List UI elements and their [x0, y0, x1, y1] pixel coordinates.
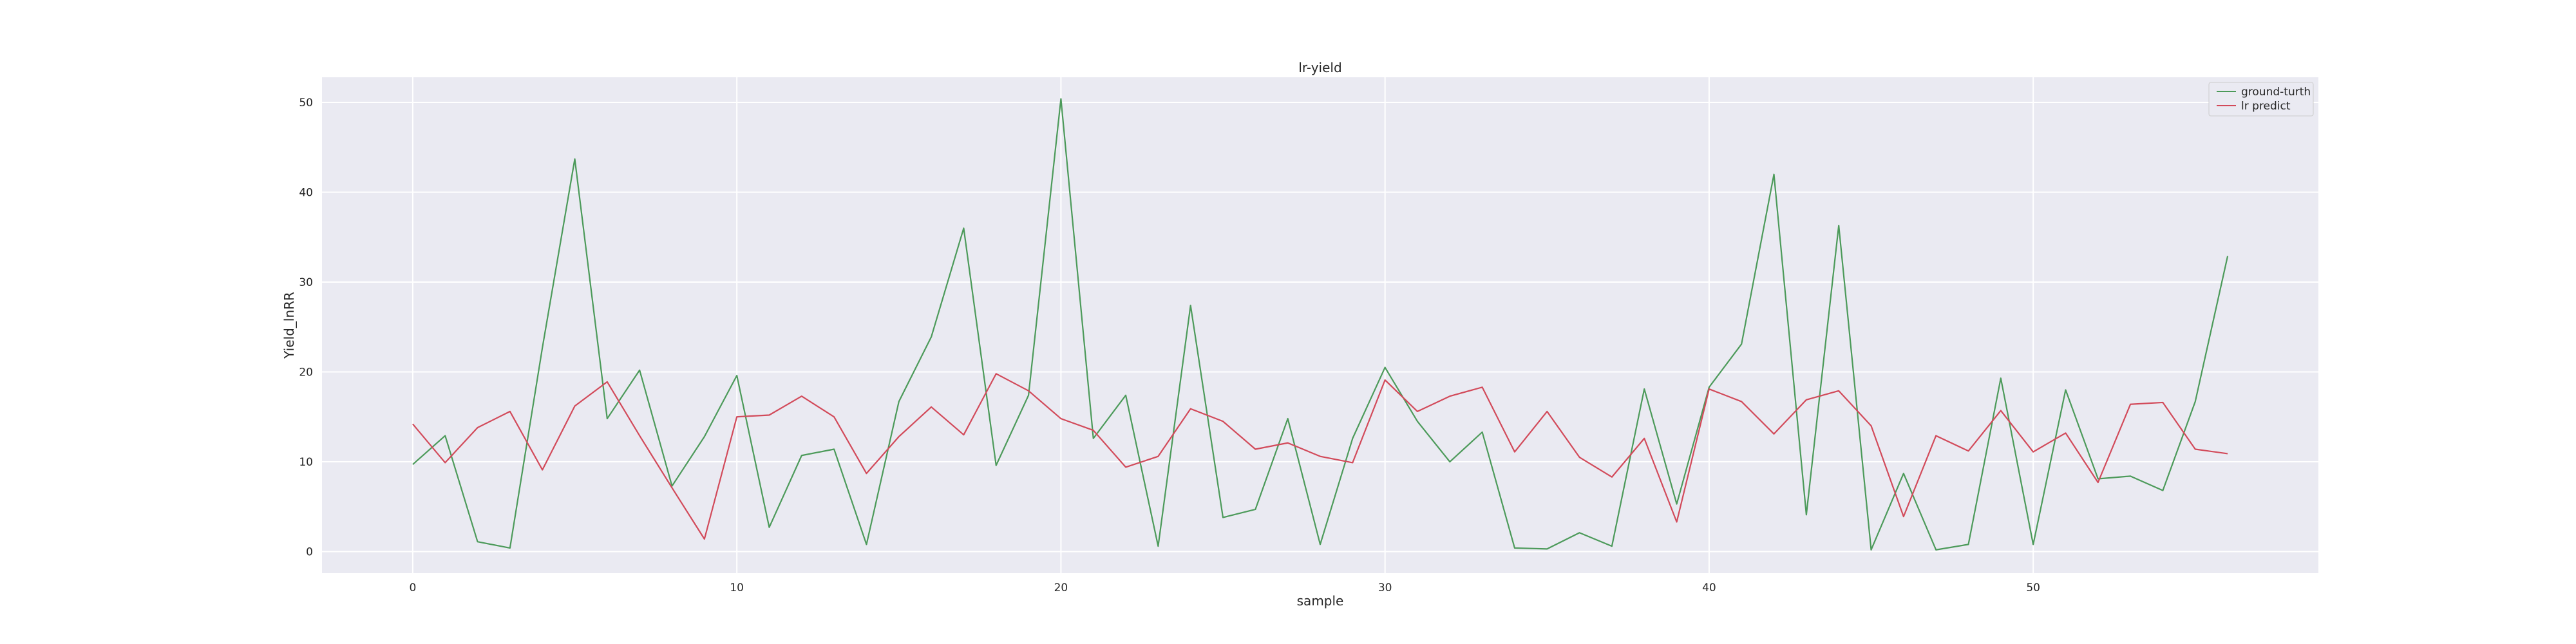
series-lines — [412, 98, 2229, 551]
y-axis-label: Yield_lnRR — [281, 292, 297, 359]
x-tick-labels: 0 10 20 30 40 50 — [409, 582, 2040, 594]
legend-label-ground-turth: ground-turth — [2241, 86, 2311, 99]
legend-label-lr-predict: lr predict — [2241, 100, 2291, 113]
plot-area — [322, 77, 2318, 573]
y-tick-label: 40 — [299, 187, 313, 200]
x-tick-label: 30 — [1378, 582, 1392, 594]
y-tick-label: 30 — [299, 276, 313, 289]
x-tick-label: 50 — [2026, 582, 2040, 594]
x-tick-label: 0 — [409, 582, 416, 594]
x-tick-label: 10 — [730, 582, 744, 594]
x-gridlines — [412, 77, 2034, 573]
y-tick-labels: 0 10 20 30 40 50 — [299, 97, 313, 558]
y-gridlines — [322, 102, 2318, 553]
x-axis-label: sample — [1297, 593, 1344, 609]
x-tick-label: 40 — [1702, 582, 1716, 594]
legend: ground-turth lr predict — [2208, 82, 2314, 117]
x-tick-label: 20 — [1054, 582, 1068, 594]
y-tick-label: 20 — [299, 366, 313, 379]
series-line-lr-predict — [412, 373, 2228, 540]
chart-title: lr-yield — [1298, 60, 1341, 75]
y-tick-label: 0 — [306, 546, 313, 559]
series-line-ground-turth — [412, 98, 2229, 551]
y-tick-label: 10 — [299, 456, 313, 469]
y-tick-label: 50 — [299, 97, 313, 109]
